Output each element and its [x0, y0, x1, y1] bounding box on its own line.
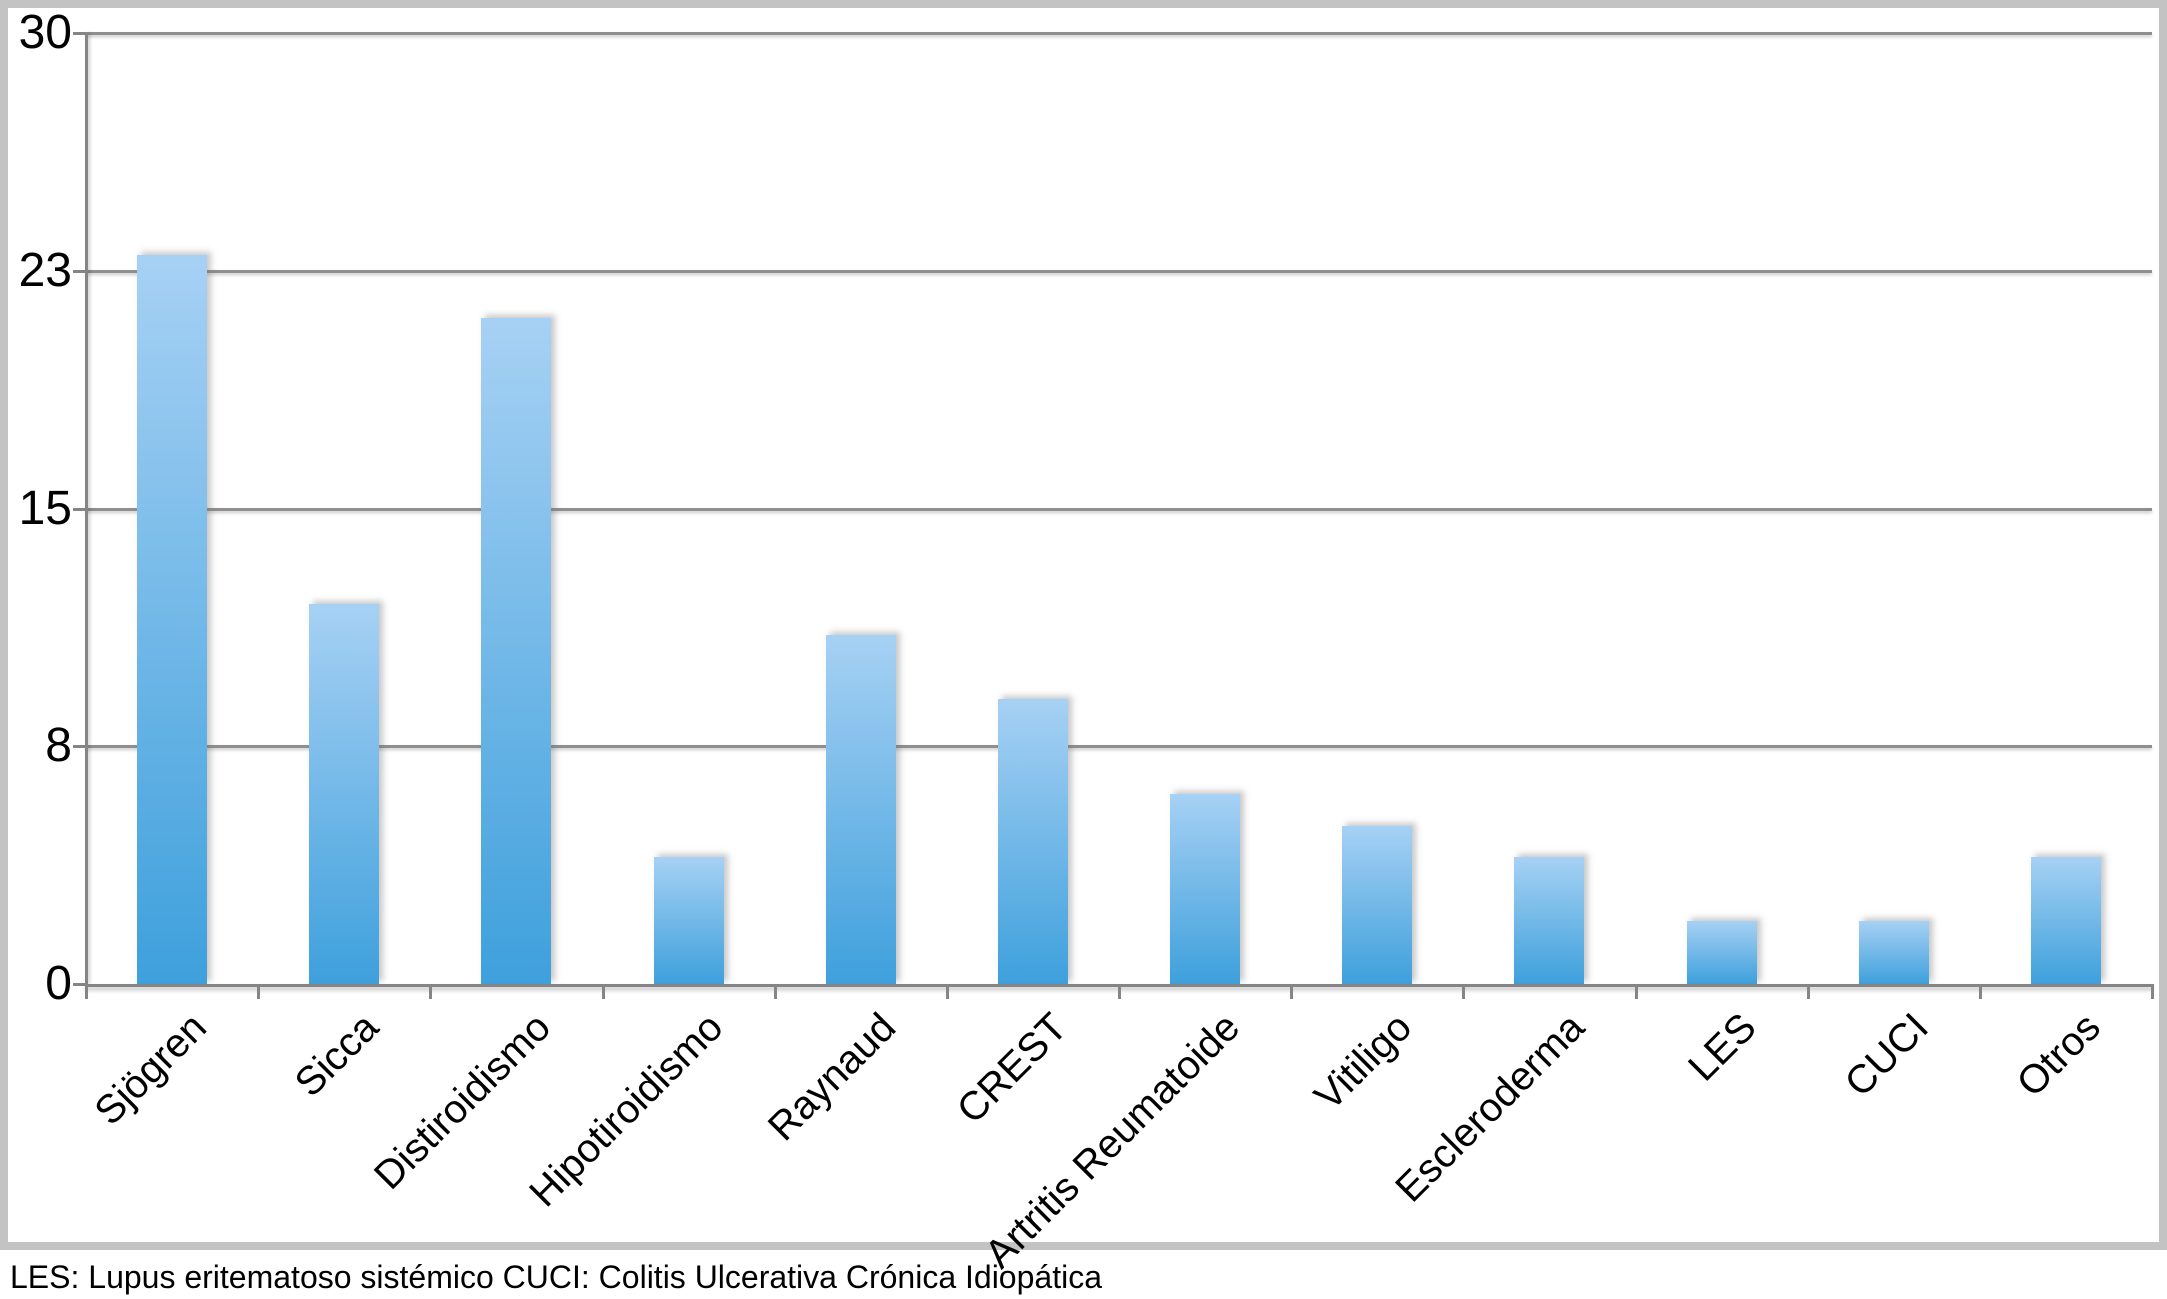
x-axis-label-distiroidismo: Distiroidismo	[366, 1005, 560, 1198]
abbreviation-footnote: LES: Lupus eritematoso sistémico CUCI: C…	[10, 1259, 1102, 1295]
x-axis-tick	[773, 984, 777, 999]
gridline-15	[86, 507, 2152, 511]
y-axis-tick-8	[73, 745, 86, 749]
x-axis-label-crest: CREST	[949, 1005, 1077, 1132]
x-axis-tick	[601, 984, 605, 999]
gridline-30	[86, 32, 2152, 35]
y-axis-tick-23	[73, 269, 86, 273]
y-axis-line	[85, 33, 88, 984]
x-axis-label-les: LES	[1680, 1005, 1765, 1090]
y-axis-label-8: 8	[45, 719, 72, 773]
x-axis-tick	[257, 984, 261, 999]
bar-hipotiroidismo	[653, 857, 724, 984]
y-axis-tick-15	[73, 507, 86, 511]
bar-raynaud	[825, 635, 896, 984]
gridline-23	[86, 269, 2152, 273]
bar-les	[1686, 920, 1757, 984]
x-axis-tick	[1806, 984, 1810, 999]
x-axis-tick	[1634, 984, 1638, 999]
x-axis-tick	[1978, 984, 1982, 999]
y-axis-tick-0	[73, 983, 86, 986]
bar-distiroidismo	[481, 318, 552, 984]
bar-cuci	[1858, 920, 1929, 984]
bar-escleroderma	[1514, 857, 1585, 984]
x-axis-tick	[945, 984, 949, 999]
x-axis-tick	[85, 984, 88, 999]
x-axis-label-vitiligo: Vitiligo	[1306, 1005, 1421, 1119]
bar-vitiligo	[1342, 825, 1413, 984]
bar-crest	[997, 698, 1068, 984]
bar-sj-gren	[137, 254, 208, 984]
y-axis-label-15: 15	[18, 481, 72, 535]
x-axis-tick	[1290, 984, 1294, 999]
x-axis-label-raynaud: Raynaud	[759, 1005, 904, 1150]
y-axis-tick-30	[73, 32, 86, 35]
x-axis-tick	[429, 984, 433, 999]
x-axis-tick	[1462, 984, 1466, 999]
x-axis-label-sj-gren: Sjögren	[86, 1005, 216, 1134]
y-axis-label-23: 23	[18, 243, 72, 297]
x-axis-label-sicca: Sicca	[287, 1005, 388, 1106]
x-axis-label-cuci: CUCI	[1836, 1005, 1937, 1106]
y-axis-label-0: 0	[45, 957, 72, 1010]
gridline-8	[86, 745, 2152, 749]
x-axis-tick	[2151, 984, 2154, 999]
bar-otros	[2030, 857, 2101, 984]
x-axis-tick	[1118, 984, 1121, 999]
x-axis-label-otros: Otros	[2008, 1005, 2110, 1106]
bar-artritis-reumatoide	[1170, 793, 1241, 984]
bar-sicca	[309, 603, 380, 984]
y-axis-label-30: 30	[18, 6, 72, 59]
